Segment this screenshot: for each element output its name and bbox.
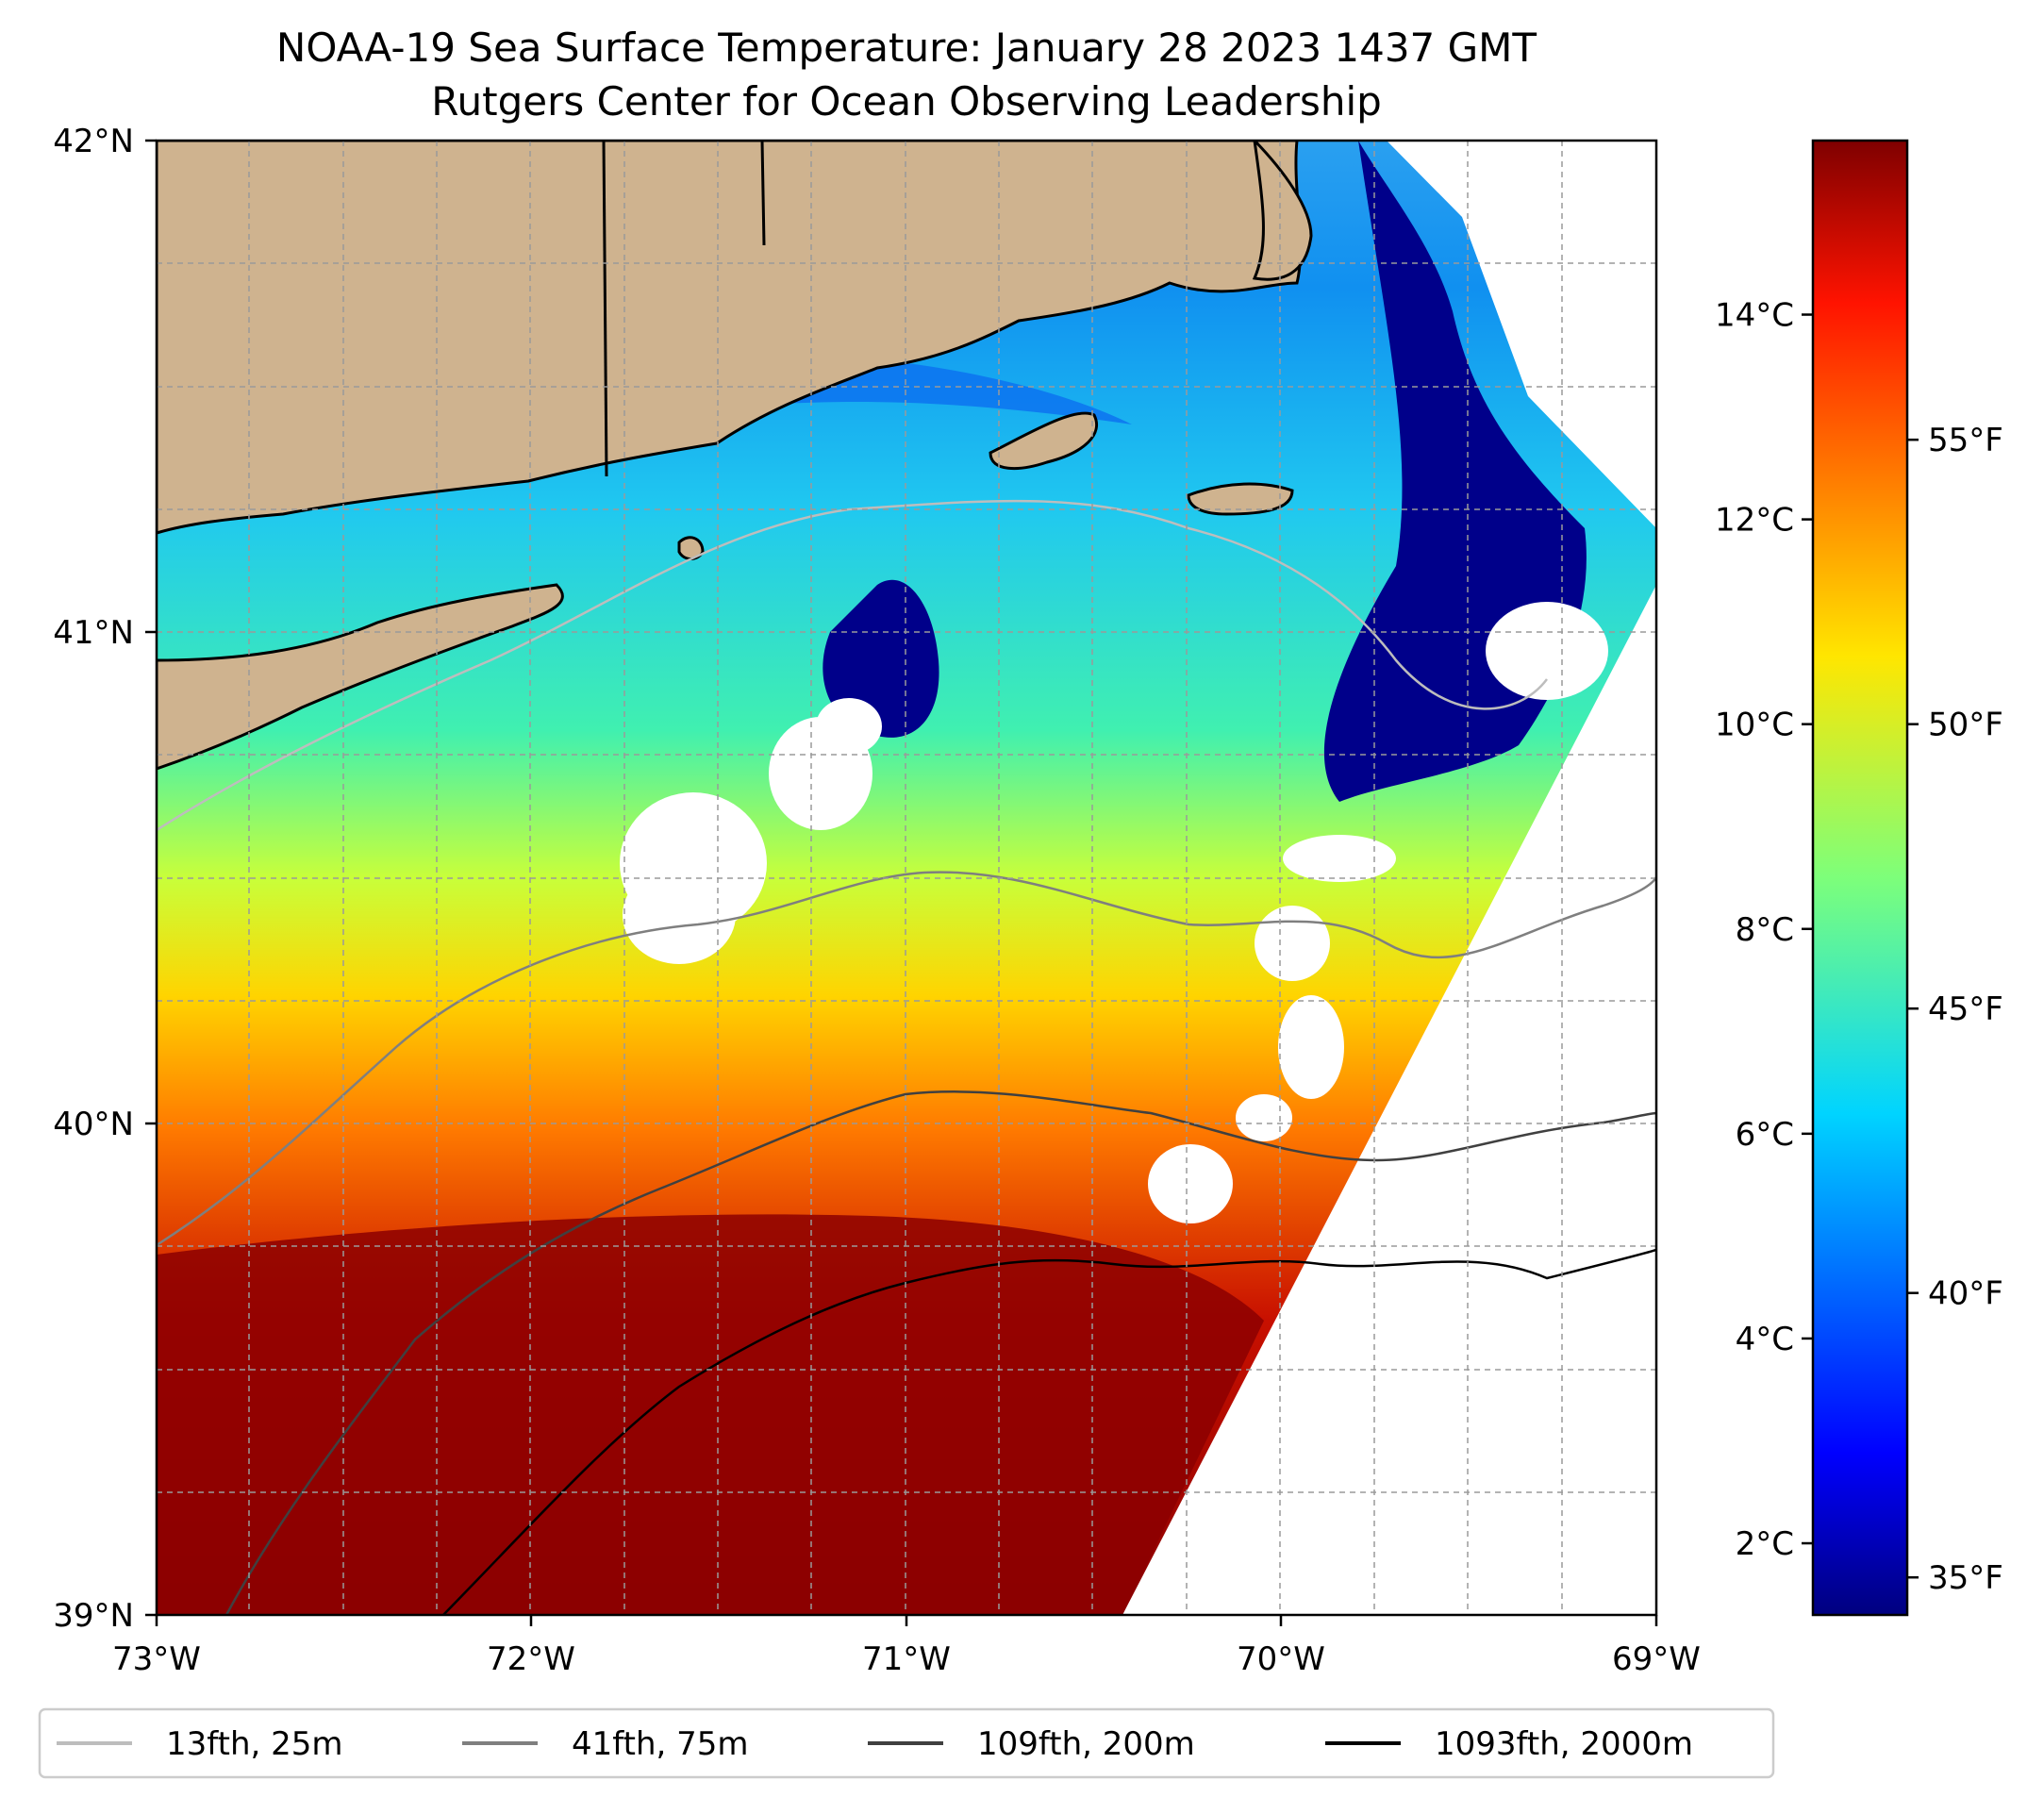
- map-subtitle: Rutgers Center for Ocean Observing Leade…: [431, 78, 1382, 125]
- lon-tick-label: 72°W: [487, 1640, 575, 1678]
- lat-tick-label: 39°N: [53, 1597, 134, 1635]
- colorbar-fahrenheit-label: 40°F: [1928, 1275, 2003, 1313]
- land-long-island: [157, 583, 564, 771]
- isobath-25m: [157, 499, 1548, 832]
- colorbar-fahrenheit-label: 55°F: [1928, 422, 2003, 459]
- axis-ticks: [145, 139, 1658, 1626]
- cloud-mask: [620, 316, 1608, 1223]
- cold-water-patch: [823, 579, 939, 738]
- colorbar-celsius-label: 10°C: [1715, 707, 1794, 744]
- lon-tick-label: 69°W: [1612, 1640, 1701, 1678]
- legend-label-200m: 109fth, 200m: [977, 1725, 1195, 1763]
- land: [157, 141, 1313, 771]
- coastal-cool-water: [157, 353, 1132, 509]
- colorbar-celsius-label: 8°C: [1736, 911, 1794, 949]
- colorbar-fahrenheit-label: 35°F: [1928, 1559, 2003, 1597]
- legend-label-75m: 41fth, 75m: [572, 1725, 749, 1763]
- colorbar-fahrenheit-label: 50°F: [1928, 707, 2003, 744]
- legend-label-2000m: 1093fth, 2000m: [1435, 1725, 1693, 1763]
- lat-tick-label: 42°N: [53, 123, 134, 160]
- lat-tick-label: 41°N: [53, 614, 134, 652]
- isobath-200m: [224, 1090, 1656, 1615]
- colorbar-celsius-label: 6°C: [1736, 1116, 1794, 1154]
- legend-label-25m: 13fth, 25m: [166, 1725, 343, 1763]
- lat-tick-label: 40°N: [53, 1106, 134, 1143]
- state-borders: [602, 141, 766, 477]
- land-block-island: [677, 536, 705, 560]
- map-plot-area: [157, 141, 1656, 1615]
- colorbar-celsius-label: 4°C: [1736, 1321, 1794, 1358]
- lon-tick-label: 73°W: [112, 1640, 201, 1678]
- colorbar-fahrenheit-scale: 55°F 50°F 45°F 40°F 35°F: [1907, 422, 2003, 1597]
- colorbar: [1811, 139, 1909, 1617]
- colorbar-celsius-label: 14°C: [1715, 297, 1794, 335]
- isobath-legend: 13fth, 25m 41fth, 75m 109fth, 200m 1093f…: [38, 1707, 1775, 1779]
- isobath-75m: [157, 871, 1656, 1247]
- colorbar-celsius-label: 2°C: [1736, 1525, 1794, 1563]
- lon-tick-label: 70°W: [1237, 1640, 1325, 1678]
- warm-water-core: [157, 1214, 1264, 1615]
- isobaths: [157, 499, 1656, 1615]
- colorbar-celsius-scale: 14°C 12°C 10°C 8°C 6°C 4°C 2°C: [1715, 297, 1813, 1563]
- map-gridlines: [157, 141, 1656, 1615]
- isobath-2000m: [442, 1248, 1656, 1615]
- land-cape-cod: [1252, 141, 1313, 281]
- land-marthas-vineyard: [989, 411, 1098, 471]
- land-nantucket: [1187, 482, 1294, 516]
- colorbar-celsius-label: 12°C: [1715, 502, 1794, 540]
- lon-tick-label: 71°W: [862, 1640, 951, 1678]
- map-title: NOAA-19 Sea Surface Temperature: January…: [276, 25, 1537, 71]
- colorbar-fahrenheit-label: 45°F: [1928, 990, 2003, 1028]
- land-mainland: [157, 141, 1302, 535]
